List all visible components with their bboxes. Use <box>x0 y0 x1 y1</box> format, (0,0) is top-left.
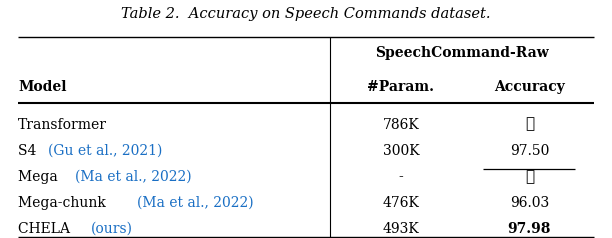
Text: 493K: 493K <box>382 222 419 236</box>
Text: ✗: ✗ <box>525 118 534 132</box>
Text: Table 2.  Accuracy on Speech Commands dataset.: Table 2. Accuracy on Speech Commands dat… <box>121 7 491 21</box>
Text: 96.03: 96.03 <box>510 196 549 210</box>
Text: 476K: 476K <box>382 196 419 210</box>
Text: ✗: ✗ <box>525 170 534 184</box>
Text: (Ma et al., 2022): (Ma et al., 2022) <box>137 196 254 210</box>
Text: -: - <box>398 170 403 184</box>
Text: CHELA: CHELA <box>18 222 75 236</box>
Text: #Param.: #Param. <box>367 80 435 94</box>
Text: 97.50: 97.50 <box>510 144 549 158</box>
Text: SpeechCommand-Raw: SpeechCommand-Raw <box>375 46 549 60</box>
Text: (Ma et al., 2022): (Ma et al., 2022) <box>75 170 192 184</box>
Text: Mega-chunk: Mega-chunk <box>18 196 111 210</box>
Text: Model: Model <box>18 80 67 94</box>
Text: Transformer: Transformer <box>18 118 107 132</box>
Text: Accuracy: Accuracy <box>494 80 565 94</box>
Text: 300K: 300K <box>382 144 419 158</box>
Text: 97.98: 97.98 <box>508 222 551 236</box>
Text: Mega: Mega <box>18 170 62 184</box>
Text: S4: S4 <box>18 144 41 158</box>
Text: 786K: 786K <box>382 118 419 132</box>
Text: (ours): (ours) <box>91 222 133 236</box>
Text: (Gu et al., 2021): (Gu et al., 2021) <box>48 144 162 158</box>
